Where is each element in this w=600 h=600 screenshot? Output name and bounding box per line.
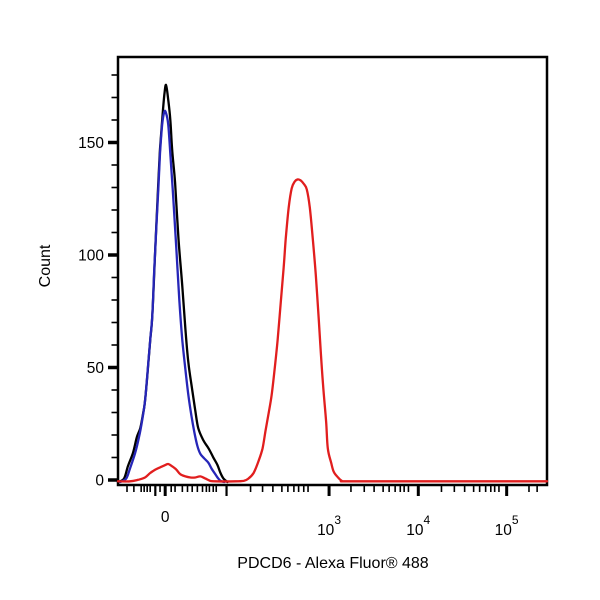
x-axis-tick-label: 0 bbox=[161, 509, 170, 526]
y-axis-tick-label: 0 bbox=[95, 473, 104, 490]
x-axis-title: PDCD6 - Alexa Fluor® 488 bbox=[237, 555, 429, 572]
y-axis-tick-label: 100 bbox=[78, 248, 104, 265]
series-blue-curve bbox=[118, 109, 226, 484]
series-black-curve bbox=[116, 83, 229, 484]
y-axis-tick-label: 150 bbox=[78, 135, 104, 152]
x-axis-tick-label: 103 bbox=[317, 513, 341, 539]
y-axis-tick-label: 50 bbox=[87, 360, 105, 377]
y-axis-title: Count bbox=[37, 244, 54, 288]
x-axis-tick-label: 104 bbox=[406, 513, 430, 539]
series-red-curve bbox=[116, 178, 549, 483]
plot-frame bbox=[116, 55, 549, 487]
x-axis-tick-label: 105 bbox=[495, 513, 519, 539]
